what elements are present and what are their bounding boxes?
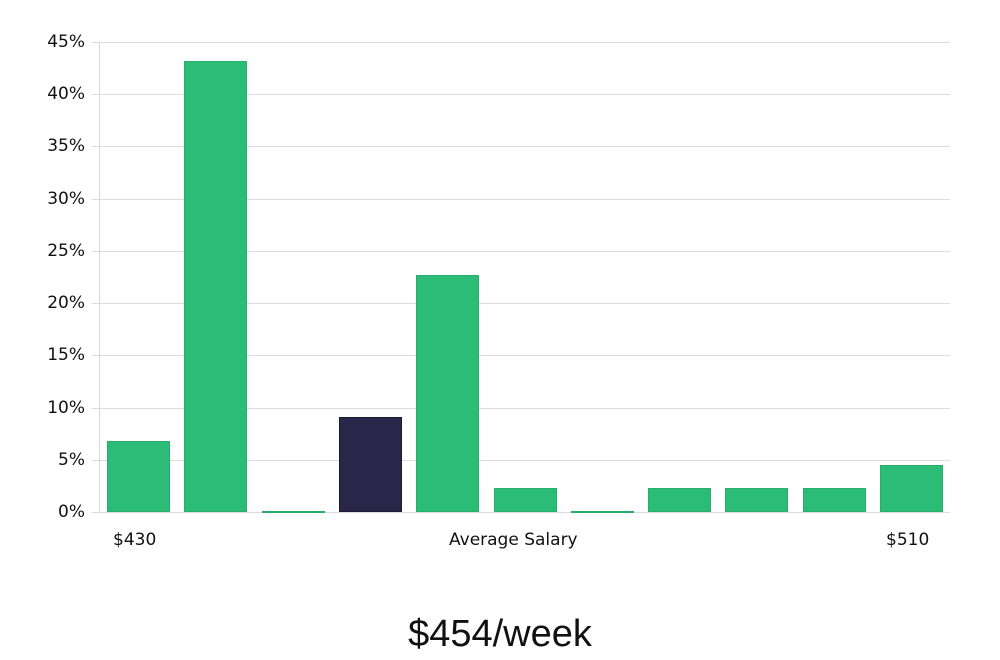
y-tick-label: 30% bbox=[47, 189, 85, 209]
gridline bbox=[92, 355, 950, 356]
bar bbox=[725, 487, 788, 512]
y-tick-label: 25% bbox=[47, 241, 85, 261]
y-tick-label: 15% bbox=[47, 345, 85, 365]
bar bbox=[880, 465, 943, 512]
bar bbox=[107, 440, 170, 512]
bar bbox=[803, 487, 866, 512]
gridline bbox=[92, 42, 950, 43]
gridline bbox=[92, 251, 950, 252]
average-salary-value: $454/week bbox=[408, 613, 592, 655]
bar bbox=[262, 510, 325, 513]
x-axis-title: Average Salary bbox=[449, 530, 578, 550]
gridline bbox=[92, 199, 950, 200]
gridline bbox=[92, 460, 950, 461]
y-tick-label: 20% bbox=[47, 293, 85, 313]
bar bbox=[571, 510, 634, 513]
y-tick-label: 10% bbox=[47, 398, 85, 418]
y-tick-label: 0% bbox=[58, 502, 85, 522]
bar bbox=[184, 60, 247, 512]
bar bbox=[648, 487, 711, 512]
x-label-min: $430 bbox=[113, 530, 157, 550]
x-label-max: $510 bbox=[886, 530, 930, 550]
gridline bbox=[92, 94, 950, 95]
salary-histogram-chart: 0% 5% 10% 15% 20% 25% 30% 35% 40% 45% $430 Averag… bbox=[47, 32, 950, 550]
gridline bbox=[92, 512, 950, 513]
bar bbox=[416, 274, 479, 512]
y-tick-label: 35% bbox=[47, 136, 85, 156]
y-tick-label: 45% bbox=[47, 32, 85, 52]
y-tick-label: 5% bbox=[58, 450, 85, 470]
bar-highlighted bbox=[339, 416, 402, 512]
gridline bbox=[92, 408, 950, 409]
bar bbox=[494, 487, 557, 512]
gridline bbox=[92, 146, 950, 147]
y-tick-label: 40% bbox=[47, 84, 85, 104]
y-axis-line bbox=[99, 42, 100, 513]
gridline bbox=[92, 303, 950, 304]
